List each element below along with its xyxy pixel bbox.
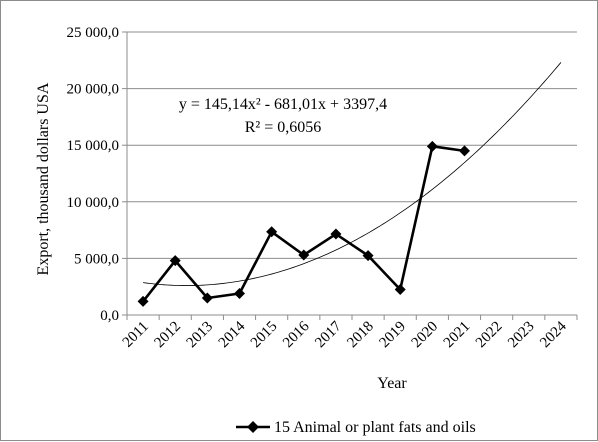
data-point-marker [201, 292, 213, 304]
trendline-curve [143, 62, 562, 286]
x-tick-label: 2021 [441, 319, 474, 352]
data-point-marker [266, 226, 278, 238]
y-tick-label: 25 000,0 [67, 25, 120, 41]
x-tick-label: 2024 [537, 318, 570, 351]
y-tick-label: 15 000,0 [67, 138, 120, 154]
data-point-marker [394, 284, 406, 296]
x-tick-label: 2022 [473, 319, 506, 352]
y-tick-label: 20 000,0 [67, 82, 120, 98]
x-tick-label: 2016 [280, 318, 313, 351]
x-tick-label: 2012 [152, 319, 185, 352]
series-line [142, 145, 465, 303]
legend-label: 15 Animal or plant fats and oils [274, 419, 476, 436]
y-tick-label: 10 000,0 [67, 195, 120, 211]
data-point-marker [426, 140, 438, 152]
series-layer [137, 140, 470, 307]
y-tick-label: 0,0 [100, 308, 119, 324]
x-tick-label: 2014 [216, 318, 249, 351]
data-point-marker [298, 249, 310, 261]
x-axis-title: Year [377, 375, 407, 392]
data-point-marker [362, 250, 374, 262]
x-tick-label: 2018 [344, 319, 377, 352]
data-point-marker [234, 287, 245, 299]
data-point-marker [330, 228, 342, 240]
y-tick-label: 5 000,0 [74, 251, 119, 267]
trendline-layer [143, 62, 562, 286]
trendline-r-squared: R² = 0,6056 [245, 119, 322, 136]
x-tick-label: 2023 [505, 319, 538, 352]
grid-layer [127, 31, 577, 259]
data-point-marker [169, 255, 181, 267]
x-tick-label: 2020 [409, 319, 442, 352]
y-axis-title: Export, thousand dollars USA [35, 82, 52, 275]
legend: 15 Animal or plant fats and oils [236, 419, 476, 436]
x-tick-label: 2011 [120, 319, 152, 351]
data-point-marker [459, 145, 470, 157]
trendline-equation: y = 145,14x² - 681,01x + 3397,4 [179, 96, 387, 113]
x-tick-label: 2015 [248, 319, 281, 352]
x-tick-label: 2019 [377, 319, 410, 352]
legend-marker-diamond [247, 421, 259, 433]
axis-layer [122, 31, 578, 320]
x-tick-label: 2013 [184, 319, 217, 352]
data-point-marker [137, 295, 149, 307]
x-tick-label: 2017 [312, 318, 345, 351]
